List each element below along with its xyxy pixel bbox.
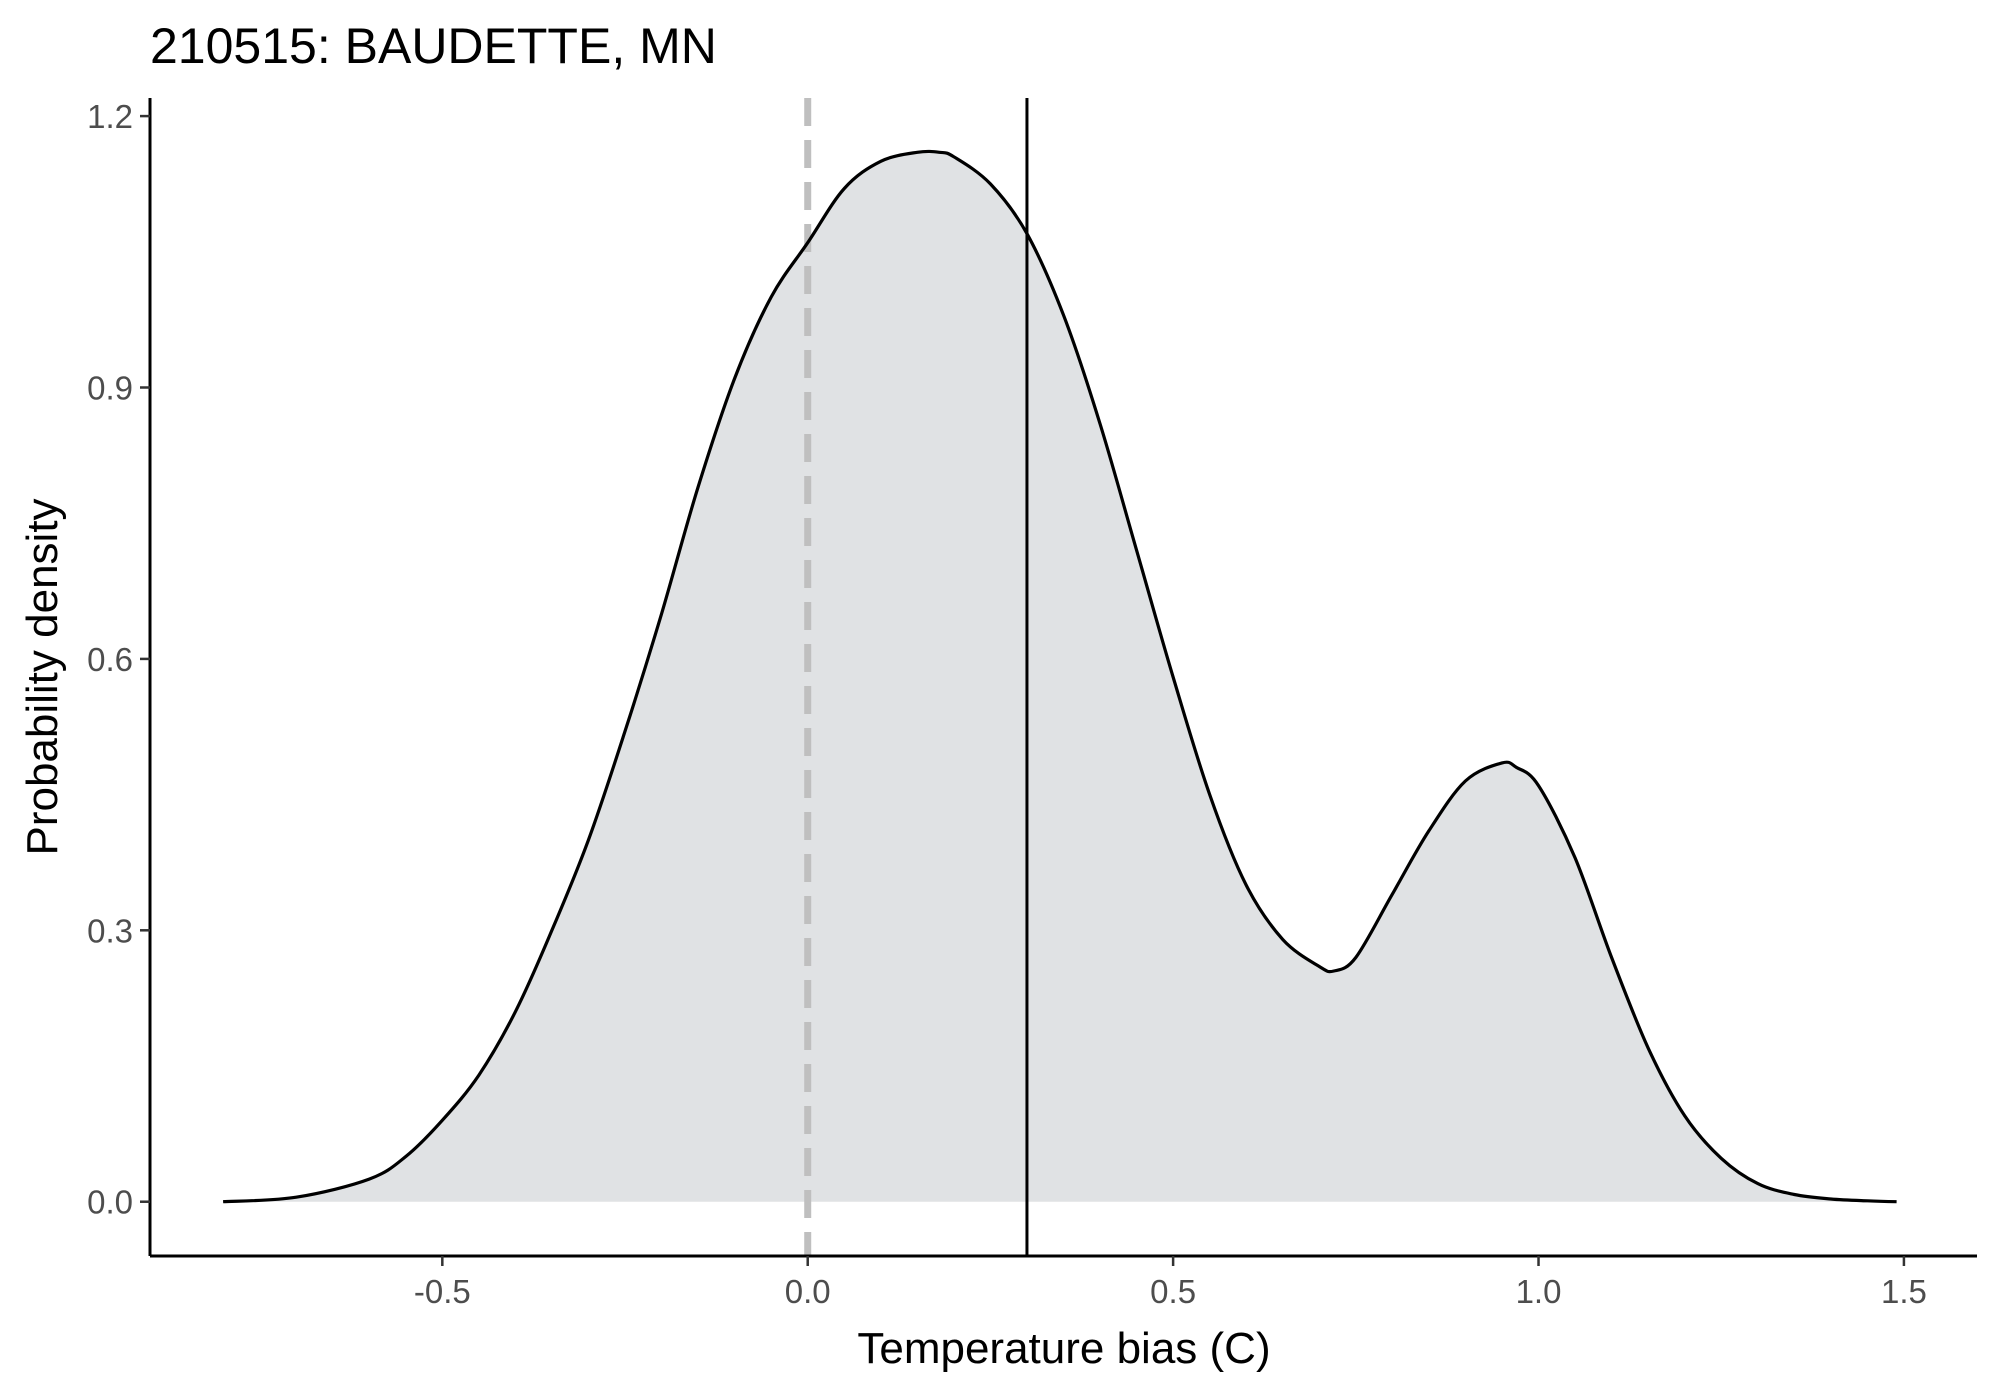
- x-axis-title: Temperature bias (C): [857, 1324, 1270, 1373]
- y-tick-label: 0.0: [87, 1184, 133, 1221]
- x-tick-label: 0.0: [785, 1273, 831, 1310]
- y-tick-label: 0.9: [87, 370, 133, 407]
- x-axis-ticks: -0.5 0.0 0.5 1.0 1.5: [414, 1256, 1927, 1310]
- y-axis-ticks: 0.0 0.3 0.6 0.9 1.2: [87, 98, 150, 1221]
- x-tick-label: 0.5: [1150, 1273, 1196, 1310]
- x-tick-label: -0.5: [414, 1273, 471, 1310]
- chart-title: 210515: BAUDETTE, MN: [150, 18, 717, 74]
- density-curve: [223, 149, 1897, 1204]
- y-axis-title: Probability density: [18, 498, 67, 855]
- y-tick-label: 0.6: [87, 641, 133, 678]
- x-tick-label: 1.5: [1881, 1273, 1927, 1310]
- y-tick-label: 0.3: [87, 912, 133, 949]
- y-tick-label: 1.2: [87, 98, 133, 135]
- density-area: [223, 151, 1897, 1202]
- x-tick-label: 1.0: [1516, 1273, 1562, 1310]
